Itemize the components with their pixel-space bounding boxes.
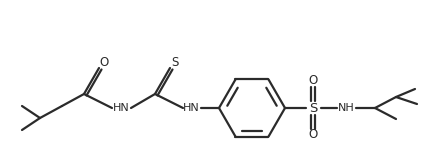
Text: NH: NH <box>338 103 355 113</box>
Text: HN: HN <box>183 103 199 113</box>
Text: S: S <box>171 57 179 69</box>
Text: O: O <box>99 57 108 69</box>
Text: O: O <box>308 128 318 141</box>
Text: S: S <box>309 102 317 115</box>
Text: O: O <box>308 75 318 87</box>
Text: HN: HN <box>112 103 129 113</box>
